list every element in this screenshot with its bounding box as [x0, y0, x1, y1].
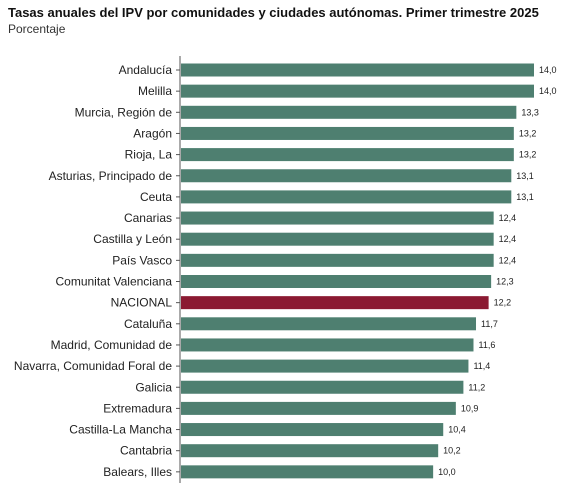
data-label: 14,0: [539, 86, 557, 96]
bar: [181, 275, 492, 288]
category-label: Andalucía: [119, 63, 173, 77]
bar: [181, 317, 477, 331]
data-label: 12,4: [499, 234, 517, 244]
bar: [181, 190, 512, 204]
category-label: Comunitat Valenciana: [55, 275, 172, 289]
data-label: 14,0: [539, 65, 557, 75]
category-label: Castilla-La Mancha: [69, 423, 172, 437]
category-label: Navarra, Comunidad Foral de: [14, 359, 172, 373]
category-label: Asturias, Principado de: [49, 169, 173, 183]
category-label: NACIONAL: [111, 296, 173, 310]
bar: [181, 338, 474, 352]
data-label: 10,4: [448, 425, 466, 435]
bar: [181, 169, 512, 183]
bar: [181, 63, 534, 77]
category-label: Cataluña: [124, 317, 172, 331]
category-label: Ceuta: [140, 190, 172, 204]
category-label: País Vasco: [112, 253, 172, 267]
bar: [181, 105, 517, 119]
bar: [181, 126, 514, 140]
bar: [181, 401, 456, 415]
bar: [181, 211, 494, 225]
category-label: Rioja, La: [125, 148, 173, 162]
data-label: 10,0: [438, 467, 456, 477]
category-label: Balears, Illes: [103, 465, 172, 479]
bar: [181, 296, 489, 310]
bar: [181, 423, 444, 437]
bar: [181, 359, 469, 373]
category-label: Castilla y León: [93, 232, 172, 246]
data-label: 11,4: [473, 361, 490, 371]
category-label: Cantabria: [120, 444, 172, 458]
category-label: Extremadura: [103, 401, 172, 415]
data-label: 10,2: [443, 446, 461, 456]
data-label: 11,7: [481, 319, 498, 329]
category-label: Murcia, Región de: [75, 105, 173, 119]
category-label: Aragón: [133, 126, 172, 140]
data-label: 12,4: [499, 213, 517, 223]
chart-title: Tasas anuales del IPV por comunidades y …: [8, 5, 539, 20]
data-label: 13,3: [521, 107, 539, 117]
data-label: 12,2: [494, 298, 512, 308]
bar: [181, 148, 514, 162]
data-label: 10,9: [461, 403, 479, 413]
data-label: 13,2: [519, 150, 537, 160]
bar: [181, 84, 534, 98]
bar: [181, 380, 464, 394]
data-label: 12,3: [496, 277, 514, 287]
category-label: Melilla: [138, 84, 172, 98]
data-label: 13,1: [516, 171, 534, 181]
category-label: Madrid, Comunidad de: [51, 338, 173, 352]
data-label: 13,1: [516, 192, 534, 202]
bar: [181, 253, 494, 267]
category-label: Canarias: [124, 211, 172, 225]
category-label: Galicia: [135, 380, 172, 394]
chart-subtitle: Porcentaje: [8, 22, 66, 36]
data-label: 12,4: [499, 255, 517, 265]
bar: [181, 232, 494, 246]
bar: [181, 444, 439, 458]
data-label: 11,2: [468, 382, 485, 392]
bar: [181, 465, 434, 479]
data-label: 13,2: [519, 128, 537, 138]
data-label: 11,6: [478, 340, 495, 350]
